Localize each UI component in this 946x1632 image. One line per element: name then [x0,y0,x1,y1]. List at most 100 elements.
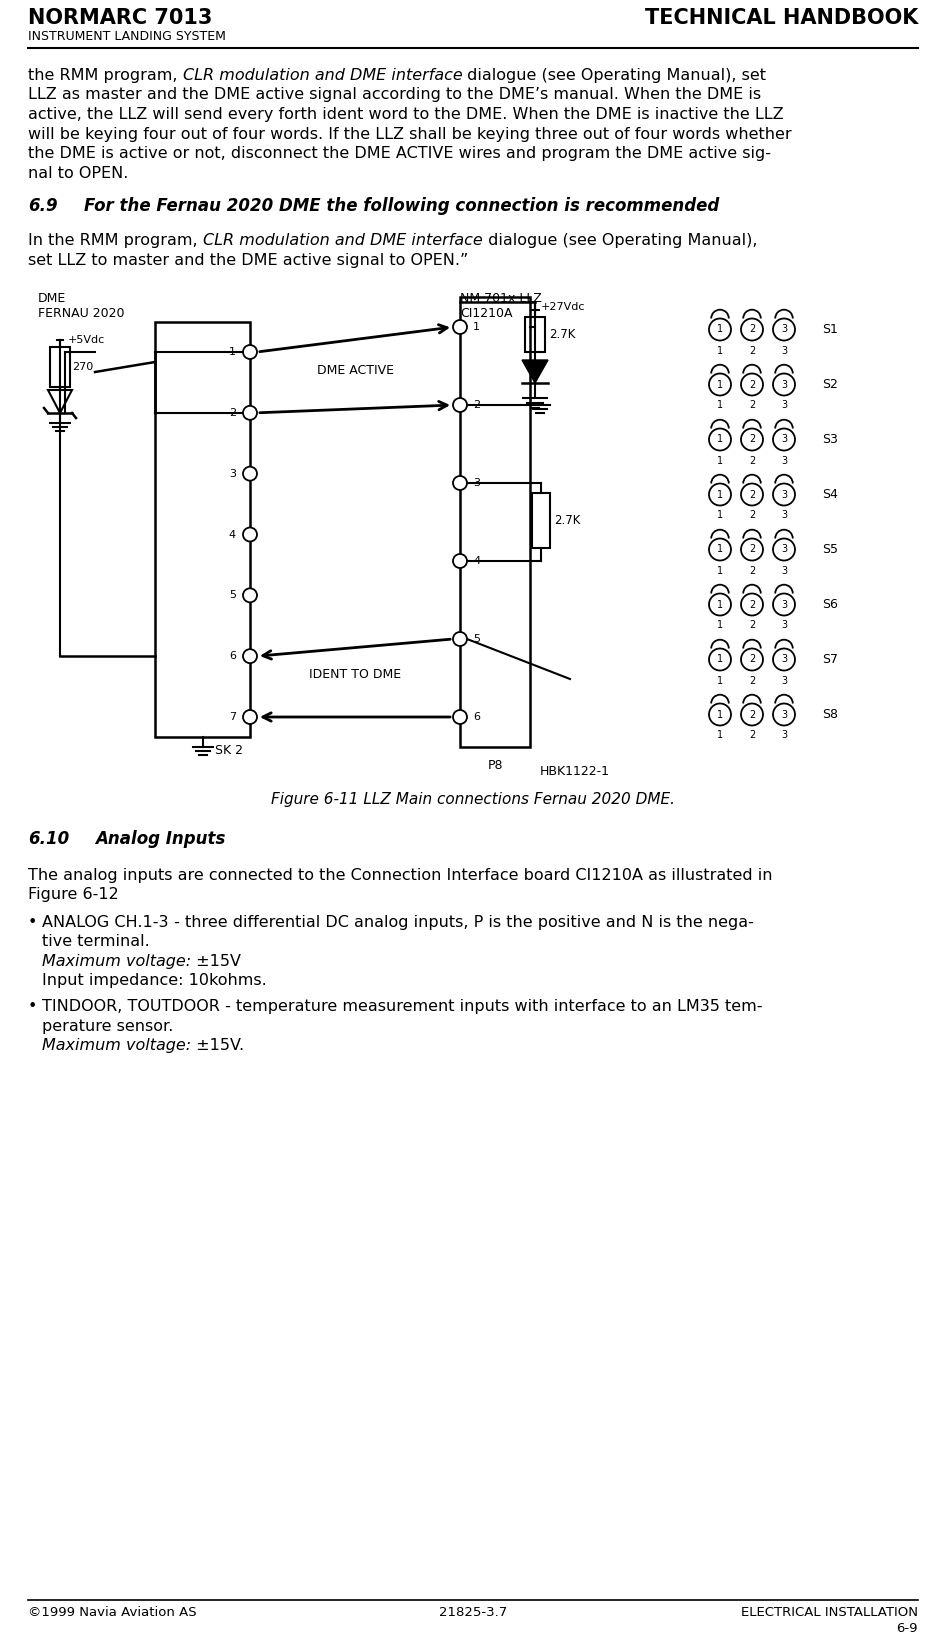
Text: 3: 3 [781,400,787,411]
Text: 2.7K: 2.7K [549,328,575,341]
Circle shape [741,703,763,726]
Circle shape [243,588,257,602]
Circle shape [453,553,467,568]
Text: S1: S1 [822,323,838,336]
Text: 2: 2 [749,400,755,411]
Text: 2: 2 [749,346,755,356]
Circle shape [773,483,795,506]
Text: 5: 5 [473,633,480,645]
Text: 3: 3 [781,490,787,499]
Polygon shape [48,390,72,413]
Text: CLR modulation and DME interface: CLR modulation and DME interface [183,69,463,83]
Text: 3: 3 [781,511,787,521]
Text: 1: 1 [717,545,723,555]
Text: For the Fernau 2020 DME the following connection is recommended: For the Fernau 2020 DME the following co… [84,197,719,215]
Text: 1: 1 [473,322,480,331]
Text: 2: 2 [749,599,755,609]
Text: 2: 2 [749,380,755,390]
Bar [50,348,70,387]
Text: 3: 3 [781,599,787,609]
Circle shape [741,429,763,450]
Text: active, the LLZ will send every forth ident word to the DME. When the DME is ina: active, the LLZ will send every forth id… [28,108,783,122]
Text: In the RMM program,: In the RMM program, [28,233,202,248]
Circle shape [709,483,731,506]
Text: 7: 7 [229,712,236,721]
Text: TINDOOR, TOUTDOOR: TINDOOR, TOUTDOOR [42,999,219,1013]
Circle shape [741,539,763,560]
Circle shape [453,320,467,335]
Text: 2: 2 [749,676,755,685]
Bar [525,317,545,353]
Text: 3: 3 [781,346,787,356]
Text: Maximum voltage:: Maximum voltage: [42,955,191,969]
Text: IDENT TO DME: IDENT TO DME [309,667,401,681]
Text: ELECTRICAL INSTALLATION: ELECTRICAL INSTALLATION [741,1606,918,1619]
Text: 3: 3 [781,455,787,465]
Circle shape [243,344,257,359]
Text: the DME is active or not, disconnect the DME ACTIVE wires and program the DME ac: the DME is active or not, disconnect the… [28,145,771,162]
Text: dialogue (see Operating Manual), set: dialogue (see Operating Manual), set [463,69,766,83]
Text: S7: S7 [822,653,838,666]
Text: ±15V: ±15V [191,955,241,969]
Text: perature sensor.: perature sensor. [42,1018,173,1033]
Text: will be keying four out of four words. If the LLZ shall be keying three out of f: will be keying four out of four words. I… [28,127,792,142]
Text: 3: 3 [781,380,787,390]
Text: 3: 3 [781,676,787,685]
Circle shape [773,318,795,341]
Text: dialogue (see Operating Manual),: dialogue (see Operating Manual), [482,233,757,248]
Text: 2: 2 [229,408,236,418]
Text: 3: 3 [229,468,236,478]
Text: 6.10: 6.10 [28,831,69,849]
Text: Figure 6-12: Figure 6-12 [28,888,119,902]
Text: 1: 1 [717,599,723,609]
Circle shape [741,648,763,671]
Text: 2: 2 [749,325,755,335]
Text: 1: 1 [717,380,723,390]
Text: the RMM program,: the RMM program, [28,69,183,83]
Circle shape [453,710,467,725]
Text: 2: 2 [749,566,755,576]
Circle shape [243,650,257,663]
Text: 2.7K: 2.7K [554,514,581,527]
Bar [155,322,250,738]
Text: S3: S3 [822,432,838,446]
Circle shape [453,398,467,411]
Circle shape [709,374,731,395]
Circle shape [741,318,763,341]
Text: 3: 3 [781,545,787,555]
Circle shape [773,703,795,726]
Text: 3: 3 [781,710,787,720]
Text: 270: 270 [72,362,94,372]
Text: DME ACTIVE: DME ACTIVE [317,364,394,377]
Text: S4: S4 [822,488,838,501]
Circle shape [709,318,731,341]
Circle shape [773,594,795,615]
Circle shape [243,467,257,481]
Text: ANALOG CH.1-3: ANALOG CH.1-3 [42,916,168,930]
Circle shape [243,406,257,419]
Circle shape [243,527,257,542]
Text: 21825-3.7: 21825-3.7 [439,1606,507,1619]
Text: 2: 2 [749,654,755,664]
Text: 2: 2 [749,731,755,741]
Text: ±15V.: ±15V. [191,1038,244,1053]
Text: 1: 1 [717,654,723,664]
Text: +5Vdc: +5Vdc [68,335,105,344]
Text: S5: S5 [822,543,838,557]
Circle shape [709,703,731,726]
Circle shape [709,648,731,671]
Text: P8: P8 [487,759,502,772]
Text: 1: 1 [717,346,723,356]
Circle shape [741,483,763,506]
Text: 2: 2 [749,511,755,521]
Text: 1: 1 [717,710,723,720]
Text: 4: 4 [229,529,236,540]
Text: 1: 1 [717,731,723,741]
Text: 1: 1 [717,511,723,521]
Circle shape [243,710,257,725]
Text: NORMARC 7013: NORMARC 7013 [28,8,212,28]
Text: 4: 4 [473,557,481,566]
Text: DME
FERNAU 2020: DME FERNAU 2020 [38,292,125,320]
Text: +27Vdc: +27Vdc [541,302,586,312]
Text: LLZ as master and the DME active signal according to the DME’s manual. When the : LLZ as master and the DME active signal … [28,88,762,103]
